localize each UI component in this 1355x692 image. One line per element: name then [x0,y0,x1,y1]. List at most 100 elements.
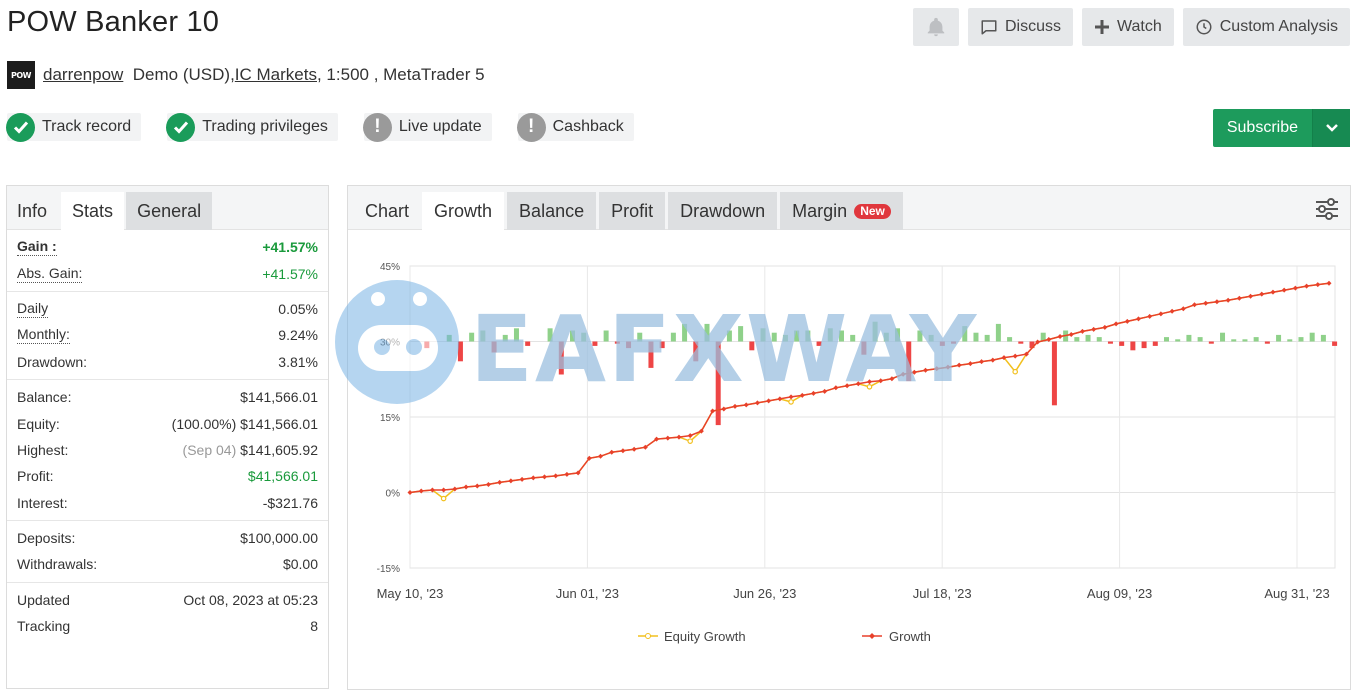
tab-general[interactable]: General [126,192,213,230]
bar-negative [1264,341,1270,344]
bar-positive [502,334,508,342]
growth-point [687,433,693,439]
growth-point [1192,302,1198,308]
alerts-button[interactable] [912,8,959,46]
account-type [123,65,132,85]
growth-point [1180,306,1186,312]
bar-positive [704,323,710,342]
growth-point [1079,328,1085,334]
stat-key[interactable]: Daily [17,299,49,318]
stats-panel: Info Stats General Gain : +41.57% Abs. G… [6,185,329,689]
custom-analysis-button[interactable]: Custom Analysis [1182,8,1350,46]
plus-icon [1094,20,1109,34]
broker-link[interactable]: IC Markets [234,65,317,84]
growth-point [642,444,648,450]
custom-analysis-label: Custom Analysis [1219,18,1338,35]
deposits-group: Deposits: $100,000.00 Withdrawals: $0.00 [7,521,328,583]
account-leverage: , 1:500 , MetaTrader 5 [316,65,485,84]
subscribe-button[interactable]: Subscribe [1212,109,1350,147]
bar-negative [525,341,531,346]
bar-negative [1051,341,1057,406]
stat-key[interactable]: Abs. Gain: [17,264,83,283]
stat-key[interactable]: Gain : [17,238,57,257]
growth-point [698,428,704,434]
growth-point [452,486,458,492]
growth-point [676,434,682,440]
badge-live-update[interactable]: ! Live update [362,112,492,142]
watch-button[interactable]: Watch [1081,8,1174,46]
bar-negative [861,341,867,355]
growth-point [754,400,760,406]
discuss-button[interactable]: Discuss [967,8,1073,46]
avatar[interactable]: POW [7,61,35,89]
growth-point [743,402,749,408]
stat-profit: Profit: $41,566.01 [17,463,318,489]
growth-point [1135,316,1141,322]
legend-growth-label: Growth [889,629,931,644]
growth-point [665,435,671,441]
equity-growth-point [687,438,693,444]
tab-profit[interactable]: Profit [599,192,666,230]
tab-chart[interactable]: Chart [365,200,410,221]
chart-settings-button[interactable] [1314,196,1340,227]
growth-point [564,471,570,477]
username-link[interactable]: darrenpow [43,65,124,84]
badge-cashback[interactable]: ! Cashback [516,112,634,142]
growth-point [497,479,503,485]
stat-value: $100,000.00 [240,530,318,547]
badge-track-record[interactable]: Track record [6,112,142,142]
bar-negative [648,341,654,368]
growth-point [1214,299,1220,305]
growth-chart[interactable]: -15% 0% 15% 30% 45% May 10, '23 Jun 01, '23 Jun… [348,230,1350,689]
bar-negative [659,341,665,349]
badge-trading-privileges[interactable]: Trading privileges [166,112,338,142]
growth-point [508,478,514,484]
exclamation-circle-icon: ! [362,112,392,142]
stat-tracking: Tracking 8 [17,613,318,639]
subscribe-dropdown[interactable] [1312,109,1350,147]
growth-point [1012,353,1018,359]
tab-drawdown[interactable]: Drawdown [668,192,778,230]
stat-deposits: Deposits: $100,000.00 [17,525,318,551]
stat-interest: Interest: -$321.76 [17,490,318,516]
page-title: POW Banker 10 [7,6,220,38]
money-group: Balance: $141,566.01 Equity: (100.00%) $… [7,380,328,521]
bar-positive [928,334,934,342]
tracking-group: Updated Oct 08, 2023 at 05:23 Tracking 8 [7,583,328,644]
bar-positive [827,328,833,342]
stat-key[interactable]: Monthly: [17,326,70,345]
rate-group: Daily 0.05% Monthly: 9.24% Drawdown: 3.8… [7,292,328,380]
growth-point [553,473,559,479]
bar-positive [850,334,856,342]
tab-growth[interactable]: Growth [422,192,505,230]
tab-balance[interactable]: Balance [507,192,597,230]
bar-positive [1007,337,1013,342]
growth-point [620,448,626,454]
growth-point [822,388,828,394]
bar-positive [570,330,576,342]
bar-positive [805,330,811,342]
bar-negative [1119,341,1125,346]
x-tick-label: May 10, '23 [377,586,444,601]
account-info: POW darrenpow Demo (USD), IC Markets , 1… [7,61,485,89]
growth-point [934,366,940,372]
growth-point [967,361,973,367]
stat-value: Oct 08, 2023 at 05:23 [183,591,318,608]
stat-drawdown: Drawdown: 3.81% [17,349,318,375]
tab-stats[interactable]: Stats [61,192,125,230]
growth-point [710,408,716,414]
tab-margin[interactable]: Margin New [780,192,903,230]
stat-updated: Updated Oct 08, 2023 at 05:23 [17,587,318,613]
stat-value: 0.05% [278,300,318,317]
bar-positive [895,328,901,342]
tab-info[interactable]: Info [17,200,48,221]
watch-label: Watch [1116,18,1162,35]
badge-label: Track record [42,118,132,135]
bar-negative [1152,341,1158,346]
bar-positive [1253,337,1259,342]
growth-point [766,398,772,404]
equity-growth-point [440,495,447,502]
stat-gain: Gain : +41.57% [17,234,318,260]
growth-point [1046,336,1052,342]
subscribe-label[interactable]: Subscribe [1226,119,1298,136]
